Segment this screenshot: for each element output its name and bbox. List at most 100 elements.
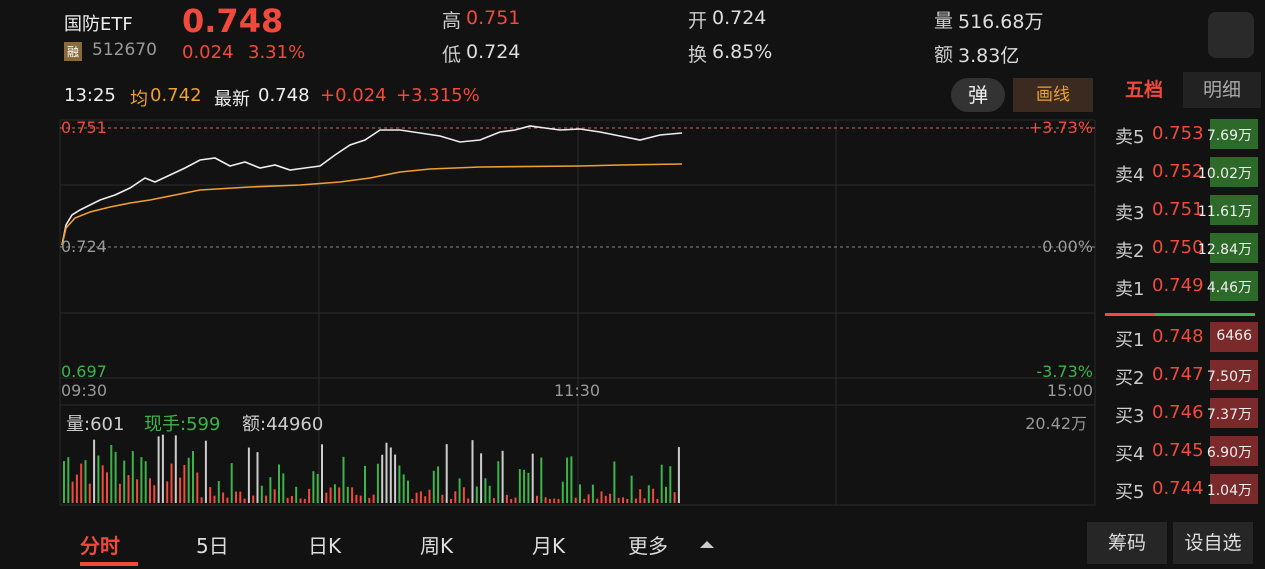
vol-label: 量:601 [66,414,125,435]
latest-label: 最新 [214,89,250,110]
pct: 3.31% [248,42,306,63]
tag: 融 [64,42,83,61]
volume-bar [647,485,650,503]
volume-bar [570,456,573,503]
volume-bar [660,464,663,503]
book-price: 0.744 [1152,478,1204,499]
volume-bar [381,454,384,503]
draw-button[interactable]: 画线 [1013,78,1093,112]
left-label: 0.724 [61,237,107,256]
book-label: 买4 [1115,444,1145,465]
volume-bar [290,495,293,503]
price-line [61,125,683,246]
volume-bar [557,498,560,503]
volume-bar [342,456,345,503]
book-vol: 12.84万 [1197,242,1252,258]
volume-bar [411,498,414,503]
book-price: 0.751 [1152,199,1204,220]
avg-line [61,163,683,246]
stat-label: 高 [442,10,462,32]
volume-bar [247,447,250,503]
right-label: 0.00% [1042,237,1093,256]
tab[interactable]: 分时 [80,534,120,558]
volume-bar [652,488,655,503]
volume-bar [553,498,556,503]
tab[interactable]: 月K [532,534,566,558]
stat-value: 0.724 [466,41,521,63]
volume-bar [75,474,78,503]
volume-bar [209,487,212,503]
volume-bar [252,495,255,503]
volume-bar [583,498,586,503]
stat-label: 换 [688,44,708,66]
volume-bar [97,455,100,503]
volume-bar [488,485,491,503]
volume-bar [634,498,637,503]
volume-bar [204,440,207,503]
volume-bar [364,465,366,503]
right-label: -3.73% [1036,362,1093,381]
volume-bar [501,450,504,503]
volume-bar [407,480,409,503]
book-bar [1210,157,1258,187]
volume-bar [187,457,190,503]
popup-button[interactable]: 弹 [951,78,1005,112]
book-tab[interactable]: 明细 [1183,72,1261,108]
volume-bar [548,498,551,503]
volume-bar [510,498,513,503]
book-vol: 7.69万 [1206,128,1252,144]
volume-bar [424,496,427,503]
volume-bar [604,495,607,503]
volume-bar [600,491,603,503]
volume-bar [402,474,405,503]
volume-bar [432,470,435,503]
volume-bar [579,484,581,503]
book-vol: 7.50万 [1206,369,1252,385]
volume-bar [626,498,629,503]
volume-bar [441,494,444,503]
volume-bar [170,463,173,503]
volume-bar [153,485,156,503]
volume-bar [93,439,96,503]
avg: 0.742 [150,85,202,106]
time-label: 09:30 [61,381,108,400]
chg-pct: +3.315% [396,85,480,106]
volume-bar [566,457,569,503]
time-label: 11:30 [554,381,601,400]
book-label: 卖2 [1115,241,1145,262]
stat-value: 3.83亿 [958,45,1020,67]
volume-bar [574,497,577,503]
volume-bar [467,498,470,503]
tab[interactable]: 周K [420,534,454,558]
volume-bar [183,464,186,503]
book-label: 卖3 [1115,203,1145,224]
volume-bar [157,436,160,503]
volume-bar [286,497,289,503]
book-label: 卖5 [1115,127,1145,148]
tab[interactable]: 5日 [196,534,229,558]
volume-bar [523,469,526,503]
stat-label: 低 [442,44,462,66]
button[interactable]: 设自选 [1173,522,1253,564]
book-bar [1210,195,1258,225]
tab[interactable]: 更多 [628,534,668,558]
volume-bar [669,466,672,503]
volume-bar [106,472,108,503]
volume-bar [265,495,268,503]
device-button[interactable] [1208,12,1254,58]
volume-bar [376,463,379,503]
volume-bar [329,487,332,503]
book-tab[interactable]: 五档 [1124,79,1163,101]
volume-bar [338,487,341,503]
volume-bar [67,457,70,503]
book-price: 0.749 [1152,275,1204,296]
tab[interactable]: 日K [308,534,342,558]
book-label: 买2 [1115,368,1145,389]
button[interactable]: 筹码 [1087,522,1167,564]
volume-bar [161,434,164,503]
stat-value: 0.724 [712,7,767,29]
amount-label: 额:44960 [242,414,324,435]
volume-bar [372,494,375,503]
volume-bar [591,484,594,503]
